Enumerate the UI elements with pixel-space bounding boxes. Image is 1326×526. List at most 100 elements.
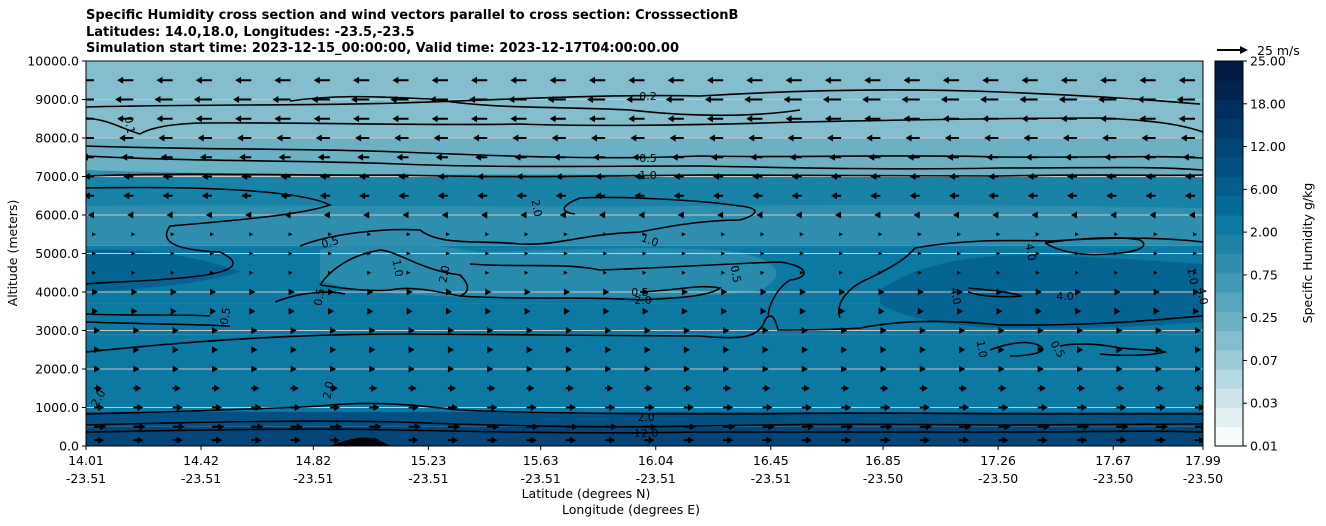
wind-arrow xyxy=(317,153,330,161)
wind-arrow xyxy=(1035,251,1040,256)
wind-arrow xyxy=(526,423,539,431)
wind-arrow xyxy=(1155,436,1166,444)
wind-arrow xyxy=(92,232,96,237)
wind-arrow xyxy=(1182,153,1195,161)
wind-arrow xyxy=(603,232,608,237)
wind-arrow xyxy=(170,251,175,256)
contour-label: 1.0 xyxy=(390,258,406,277)
contour-line xyxy=(967,287,1023,298)
contour-label: 2.0 xyxy=(637,411,655,424)
wind-arrow xyxy=(996,307,1003,315)
wind-arrow xyxy=(406,270,411,275)
wind-arrow xyxy=(323,211,330,219)
wind-arrow xyxy=(681,307,688,315)
wind-arrow xyxy=(327,270,332,275)
colorbar-label: Specific Humidity g/kg xyxy=(1300,183,1315,324)
wind-arrow xyxy=(211,423,225,431)
wind-arrow xyxy=(909,192,920,200)
x-tick-label-lat: 17.67 xyxy=(1095,453,1131,468)
wind-arrow xyxy=(239,153,252,161)
y-tick-label: 0.0 xyxy=(59,439,79,454)
wind-arrow xyxy=(1193,288,1200,296)
wind-arrow xyxy=(683,346,690,354)
wind-arrow xyxy=(249,251,254,256)
wind-arrow xyxy=(435,153,448,161)
wind-arrow xyxy=(131,251,136,256)
wind-arrow xyxy=(369,436,380,444)
wind-arrow xyxy=(870,192,881,200)
wind-arrow xyxy=(948,192,960,200)
wind-arrow xyxy=(942,115,960,123)
wind-arrow xyxy=(1021,115,1038,123)
wind-arrow xyxy=(94,327,101,334)
quiver-key-label: 25 m/s xyxy=(1257,43,1300,58)
wind-arrow xyxy=(485,288,492,296)
wind-arrow xyxy=(586,96,606,103)
wind-arrow xyxy=(723,327,730,334)
colorbar-tick-label: 0.25 xyxy=(1250,310,1278,325)
wind-arrow xyxy=(565,384,574,392)
wind-arrow xyxy=(880,327,887,334)
wind-arrow xyxy=(437,173,448,180)
wind-arrow xyxy=(551,134,566,142)
wind-arrow xyxy=(251,436,262,444)
wind-arrow xyxy=(131,232,136,237)
wind-arrow xyxy=(801,384,810,392)
wind-arrow xyxy=(210,288,217,296)
title-line-2: Latitudes: 14.0,18.0, Longitudes: -23.5,… xyxy=(86,24,415,40)
wind-arrow xyxy=(408,423,421,431)
wind-arrow xyxy=(980,96,999,103)
wind-arrow xyxy=(1066,192,1078,200)
wind-arrow xyxy=(1077,365,1084,373)
wind-arrow xyxy=(880,436,891,444)
wind-arrow xyxy=(1114,232,1119,237)
wind-arrow xyxy=(1037,404,1048,411)
wind-arrow xyxy=(605,346,612,354)
wind-arrow xyxy=(394,134,409,142)
wind-arrow xyxy=(998,436,1009,444)
wind-arrow xyxy=(1116,384,1125,392)
wind-arrow xyxy=(1075,270,1080,275)
contour-line xyxy=(459,285,722,301)
wind-arrow xyxy=(1023,134,1038,142)
wind-arrow xyxy=(603,288,610,296)
wind-arrow xyxy=(280,192,291,200)
wind-arrow xyxy=(288,270,293,275)
wind-arrow xyxy=(1188,211,1195,219)
wind-arrow xyxy=(355,134,370,142)
contour-line xyxy=(86,173,1203,178)
wind-arrow xyxy=(1104,153,1117,161)
wind-arrow xyxy=(245,211,252,219)
wind-arrow xyxy=(839,232,844,237)
humidity-dry-pocket xyxy=(320,242,777,298)
wind-arrow xyxy=(359,173,370,180)
wind-arrow xyxy=(131,307,138,315)
wind-arrow xyxy=(369,384,378,392)
x-tick-label-lat: 15.63 xyxy=(523,453,559,468)
wind-arrow xyxy=(408,327,415,334)
wind-arrow xyxy=(839,307,846,315)
wind-arrow xyxy=(1062,134,1078,142)
wind-arrow xyxy=(878,288,885,296)
wind-arrow xyxy=(406,232,411,237)
wind-arrow xyxy=(367,251,372,256)
wind-arrow xyxy=(1114,251,1119,256)
wind-arrow xyxy=(1077,423,1090,431)
wind-arrow xyxy=(311,96,330,103)
wind-arrow xyxy=(210,307,217,315)
wind-arrow xyxy=(841,384,850,392)
wind-arrow xyxy=(172,404,183,411)
wind-arrow xyxy=(681,270,686,275)
wind-arrow xyxy=(642,307,649,315)
x-axis-label-longitude: Longitude (degrees E) xyxy=(562,502,700,517)
colorbar-segment xyxy=(1215,407,1243,428)
wind-arrow xyxy=(329,346,337,354)
wind-arrow xyxy=(1155,365,1162,373)
contour-label: 0.1 xyxy=(122,115,138,134)
wind-arrow xyxy=(642,270,647,275)
wind-arrow xyxy=(1193,232,1197,237)
wind-arrow xyxy=(982,76,999,84)
wind-arrow xyxy=(1116,404,1127,411)
wind-arrow xyxy=(1058,96,1078,103)
y-tick-label: 6000.0 xyxy=(35,208,79,223)
